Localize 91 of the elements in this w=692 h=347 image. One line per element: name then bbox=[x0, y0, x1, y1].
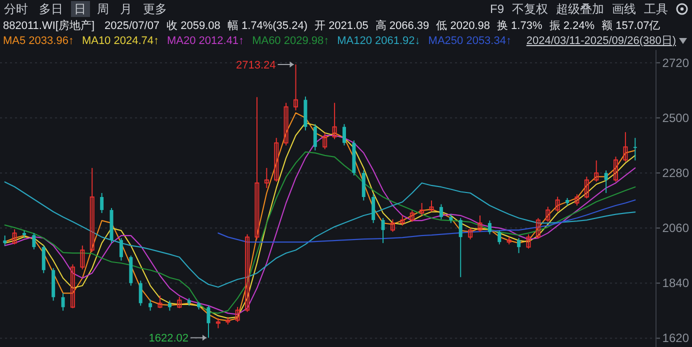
text: 超级叠加 bbox=[556, 2, 604, 16]
text: 开 2021.05 bbox=[314, 20, 368, 32]
y-tick-label: 2280 bbox=[662, 166, 690, 180]
candlestick bbox=[439, 204, 443, 220]
candlestick bbox=[138, 280, 142, 306]
candlestick bbox=[468, 228, 473, 240]
text: MA5 2033.96↑ bbox=[3, 35, 74, 47]
line-series bbox=[218, 199, 636, 243]
candlestick bbox=[148, 298, 152, 312]
candlestick bbox=[633, 137, 637, 161]
candlestick bbox=[216, 318, 220, 329]
candlestick bbox=[12, 228, 17, 245]
candlestick bbox=[274, 137, 279, 182]
y-tick-label: 2060 bbox=[662, 221, 690, 236]
candlestick bbox=[594, 160, 599, 182]
candlestick bbox=[420, 202, 424, 216]
chart-title: 882011.WI[房地产] bbox=[3, 19, 94, 32]
text: 收 2059.08 bbox=[166, 20, 220, 32]
candlestick bbox=[478, 215, 482, 232]
candlestick bbox=[254, 96, 260, 240]
candlestick bbox=[574, 194, 580, 206]
candlestick bbox=[526, 234, 531, 250]
candlestick bbox=[623, 132, 628, 162]
candlestick bbox=[410, 210, 414, 222]
text: MA250 2053.34↑ bbox=[428, 35, 512, 47]
y-tick-label: 2720 bbox=[662, 56, 690, 70]
text: 更多 bbox=[143, 2, 167, 16]
text: MA60 2029.98↑ bbox=[252, 35, 330, 47]
candlestick bbox=[458, 218, 462, 278]
candlestick bbox=[390, 218, 395, 232]
candlestick bbox=[32, 232, 36, 250]
text: 换 1.73% bbox=[496, 20, 542, 32]
candlestick bbox=[119, 238, 123, 262]
candlestick bbox=[168, 300, 172, 312]
candlestick bbox=[177, 296, 182, 309]
candlestick bbox=[381, 218, 385, 244]
text: 工具 bbox=[644, 2, 668, 16]
annotation: 1622.02 bbox=[148, 332, 188, 345]
candlestick bbox=[61, 292, 65, 312]
annotation: 2713.24 bbox=[236, 59, 276, 72]
y-tick-label: 1620 bbox=[662, 331, 690, 346]
candlestick bbox=[536, 218, 540, 240]
candlestick bbox=[3, 235, 7, 246]
candlestick bbox=[100, 192, 104, 214]
text: MA120 2061.92↓ bbox=[337, 35, 420, 47]
text: 振 2.24% bbox=[549, 20, 595, 32]
candlestick bbox=[488, 220, 492, 235]
candlestick bbox=[372, 194, 376, 224]
candlestick bbox=[245, 234, 250, 312]
candlestick bbox=[158, 295, 162, 309]
candlestick bbox=[90, 167, 94, 252]
candlestick bbox=[284, 102, 288, 146]
text: 高 2066.39 bbox=[375, 19, 430, 32]
line-series bbox=[4, 181, 636, 288]
candlestick bbox=[400, 215, 405, 226]
text: 额 157.07亿 bbox=[602, 19, 660, 32]
candlestick bbox=[206, 305, 210, 338]
text: 低 2020.98 bbox=[436, 20, 490, 32]
chart-subtitle: 2024/03/11-2025/09/26(380日) bbox=[526, 35, 676, 47]
candlestick bbox=[80, 245, 85, 270]
candlestick bbox=[555, 196, 560, 212]
text: 分时 bbox=[4, 2, 28, 16]
candlestick bbox=[313, 124, 317, 151]
text: 多日 bbox=[39, 2, 63, 16]
candlestick bbox=[429, 200, 434, 212]
text: 幅 1.74%(35.24) bbox=[227, 20, 308, 32]
text: F9 bbox=[490, 2, 504, 16]
candlestick bbox=[604, 170, 608, 194]
candlestick bbox=[294, 64, 298, 111]
text: 2025/07/07 bbox=[104, 20, 160, 32]
candlestick bbox=[584, 176, 589, 199]
candlestick bbox=[342, 124, 346, 146]
candlestick bbox=[614, 156, 618, 182]
text: 画线 bbox=[612, 2, 636, 16]
text: 不复权 bbox=[512, 2, 548, 16]
text: 周 bbox=[97, 2, 109, 16]
y-tick-label: 2500 bbox=[662, 110, 690, 125]
candlestick bbox=[70, 264, 75, 309]
candlestick bbox=[235, 306, 240, 322]
candlestick bbox=[42, 245, 46, 274]
candlestick bbox=[264, 167, 269, 188]
candlestick bbox=[517, 238, 521, 254]
text: MA10 2024.74↑ bbox=[82, 35, 159, 47]
candlestick bbox=[332, 102, 337, 140]
candlestick bbox=[498, 230, 502, 245]
text: 月 bbox=[120, 2, 132, 16]
candlestick bbox=[546, 206, 550, 222]
candlestick bbox=[322, 132, 328, 150]
text: 日 bbox=[74, 2, 86, 16]
text: MA20 2012.41↑ bbox=[167, 35, 244, 47]
y-tick-label: 1840 bbox=[662, 276, 690, 290]
